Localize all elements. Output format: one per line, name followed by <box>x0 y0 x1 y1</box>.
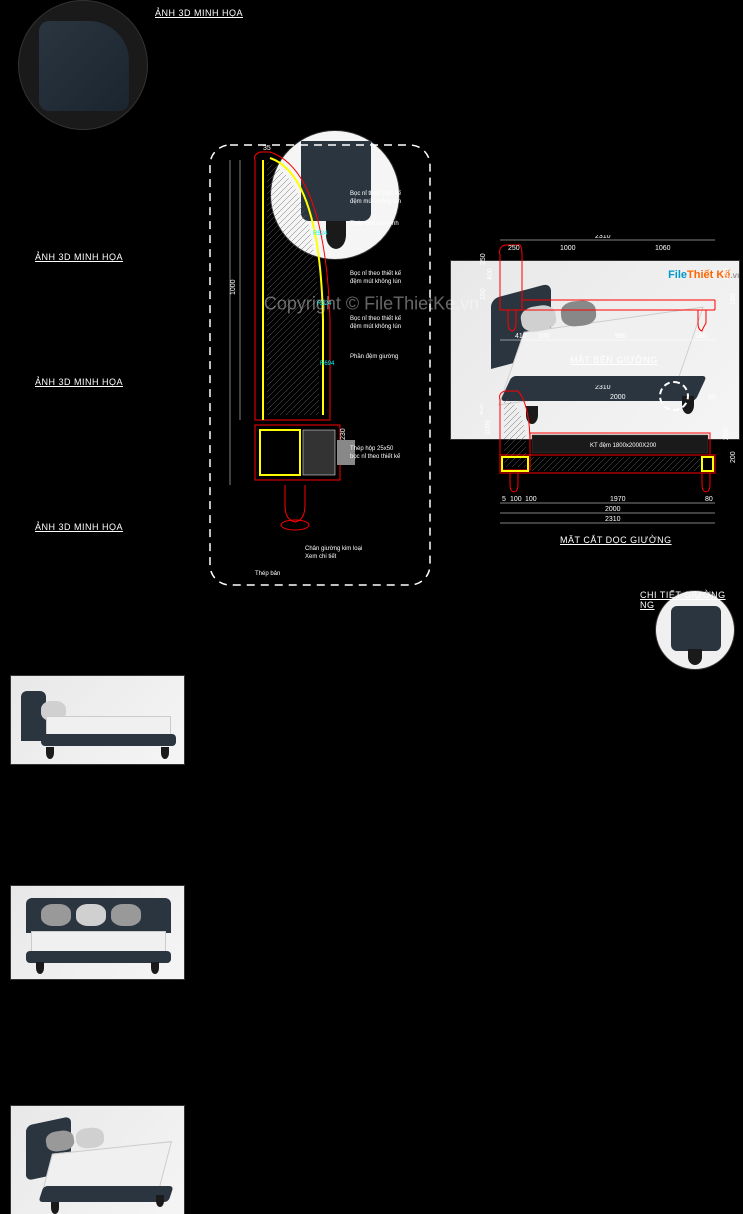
note-13: Thép bản <box>255 571 280 577</box>
side-elevation: 2310 250 1000 1060 180 180 400 250 150 4… <box>480 235 740 375</box>
note-kt-dem: KT đệm 1800x2000X200 <box>590 443 657 449</box>
dim-side-h2: 250 <box>480 253 487 265</box>
label-chi-tiet: CHI TIẾT GIƯỜNG NG <box>640 590 743 610</box>
dim-side-1000: 1000 <box>560 245 576 252</box>
dim-h1: 1000 <box>230 279 237 295</box>
label-anh3d-3: ẢNH 3D MINH HỌA <box>35 377 123 387</box>
dim-side-h3: 150 <box>480 288 487 300</box>
dim-s2-grand: 2310 <box>605 516 621 523</box>
label-anh3d-top: ẢNH 3D MINH HỌA <box>155 8 243 18</box>
render-side-view <box>10 675 185 765</box>
note-2: đệm mút không lún <box>350 199 401 205</box>
dim-s2-bot2000: 2000 <box>605 506 621 513</box>
dim-s2-h3: 250 <box>723 428 730 440</box>
note-4: Bọc nỉ theo thiết kế <box>350 270 402 277</box>
dim-s2-80: 80 <box>708 394 716 401</box>
render-perspective <box>10 1105 185 1214</box>
dim-bot-410: 410 <box>515 333 527 340</box>
dim-side-total: 2310 <box>595 235 611 240</box>
label-anh3d-4: ẢNH 3D MINH HỌA <box>35 522 123 532</box>
dim-230: 230 <box>340 428 347 440</box>
detail-headboard-corner <box>18 0 148 130</box>
dim-r3: R694 <box>320 361 335 367</box>
dim-s2-h1: 1000 <box>485 419 492 435</box>
dim-side-h1: 400 <box>487 268 494 280</box>
label-mat-ben: MẶT BÊN GIƯỜNG <box>570 355 658 365</box>
section-drawing: 1000 R524 R524 R694 Bọc nỉ theo thiết kế… <box>195 140 445 600</box>
dim-s2-h2: 400 <box>480 403 485 415</box>
label-anh3d-2: ẢNH 3D MINH HỌA <box>35 252 123 262</box>
dim-r2: R524 <box>317 301 332 307</box>
note-8: Phần đệm giường <box>350 354 398 360</box>
dim-35: 35 <box>263 145 271 152</box>
note-9: Thép hộp 25x50 <box>350 446 394 452</box>
dim-bot-180: 180 <box>695 333 707 340</box>
dim-s2b-100a: 100 <box>510 496 522 503</box>
dim-side-250: 250 <box>508 245 520 252</box>
note-10: bọc nỉ theo thiết kế <box>350 453 401 460</box>
dim-bot-980: 980 <box>615 333 627 340</box>
section-cut: KT đệm 1800x2000X200 2310 2000 80 1000 4… <box>480 385 740 555</box>
render-front-view <box>10 885 185 980</box>
note-1: Bọc nỉ theo thiết kế <box>350 190 402 197</box>
dim-side-h5: 180 <box>730 293 737 305</box>
dim-s2b-80: 80 <box>705 496 713 503</box>
dim-bot-100: 100 <box>538 333 550 340</box>
note-3: Thép bản tạo hình <box>350 221 399 227</box>
dim-s2b-5: 5 <box>502 496 506 503</box>
note-7: đệm mút không lún <box>350 324 401 330</box>
note-5: đệm mút không lún <box>350 279 401 285</box>
dim-s2-2000: 2000 <box>610 394 626 401</box>
note-11: Chân giường kim loại <box>305 546 362 552</box>
label-mat-cat: MẶT CẮT DỌC GIƯỜNG <box>560 535 672 545</box>
dim-s2-total: 2310 <box>595 385 611 391</box>
dim-s2b-1970: 1970 <box>610 496 626 503</box>
note-6: Bọc nỉ theo thiết kế <box>350 315 402 322</box>
dim-s2b-100b: 100 <box>525 496 537 503</box>
dim-r1: R524 <box>313 231 328 237</box>
dim-side-h4: 180 <box>723 268 730 280</box>
note-12: Xem chi tiết <box>305 554 337 560</box>
dim-side-1060: 1060 <box>655 245 671 252</box>
dim-s2-h4: 200 <box>730 451 737 463</box>
